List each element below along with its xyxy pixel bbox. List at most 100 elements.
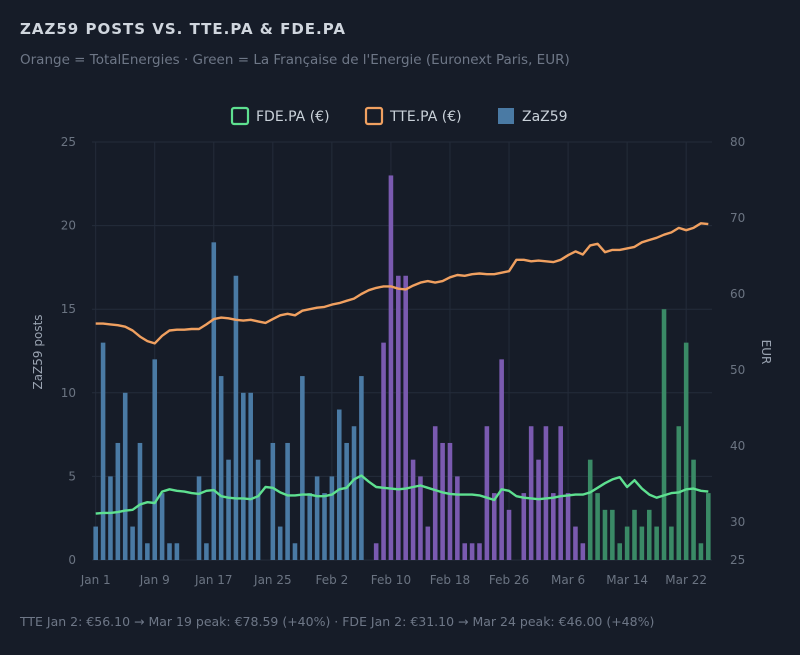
right-axis-tick-label: 60 xyxy=(730,287,745,301)
right-axis-tick-label: 80 xyxy=(730,135,745,149)
post-bar xyxy=(654,526,659,560)
legend-swatch-posts xyxy=(498,108,514,124)
post-bar xyxy=(211,242,217,560)
post-bar xyxy=(300,376,305,560)
post-bar xyxy=(410,459,416,560)
post-bar xyxy=(159,493,165,560)
post-bar xyxy=(322,493,327,560)
post-bar xyxy=(373,543,379,560)
legend[interactable]: FDE.PA (€) TTE.PA (€) ZaZ59 xyxy=(230,106,568,126)
post-bar xyxy=(396,275,401,560)
post-bar xyxy=(536,459,541,560)
left-axis-title: ZaZ59 posts xyxy=(31,314,45,389)
post-bar xyxy=(639,526,645,560)
post-bar xyxy=(226,459,231,560)
x-axis-ticks: Jan 1 Jan 9 Jan 17 Jan 25 Feb 2 Feb 10 Feb 18 F… xyxy=(80,573,707,587)
post-bar xyxy=(624,526,630,560)
post-bar xyxy=(93,526,98,560)
chart-title: ZAZ59 POSTS VS. TTE.PA & FDE.PA xyxy=(20,20,346,38)
post-bar xyxy=(130,526,135,560)
x-axis-tick-label: Feb 2 xyxy=(316,573,349,587)
post-bar xyxy=(418,476,423,560)
post-bar xyxy=(425,526,431,560)
right-axis-tick-label: 70 xyxy=(730,211,745,225)
post-bar xyxy=(521,493,527,560)
post-bar xyxy=(573,526,578,560)
left-axis-tick-label: 25 xyxy=(61,135,76,149)
post-bar xyxy=(595,493,600,560)
post-bar xyxy=(661,309,667,560)
left-axis-tick-label: 20 xyxy=(61,219,76,233)
post-bar xyxy=(233,275,239,560)
post-bar xyxy=(477,543,482,560)
post-bar xyxy=(432,426,438,560)
tte-series-line xyxy=(95,222,709,345)
x-axis-tick-label: Mar 22 xyxy=(665,573,707,587)
right-axis-tick-label: 25 xyxy=(730,553,745,567)
left-axis-tick-label: 0 xyxy=(68,553,76,567)
post-bar xyxy=(329,476,335,560)
post-bar xyxy=(359,376,364,560)
post-bar xyxy=(137,442,143,560)
post-bar xyxy=(351,426,357,560)
post-bar xyxy=(388,175,394,560)
post-bar xyxy=(108,476,113,560)
post-bar xyxy=(270,442,276,560)
post-bar xyxy=(617,543,623,560)
x-axis-tick-label: Jan 9 xyxy=(139,573,170,587)
post-bar xyxy=(336,409,342,560)
x-axis-tick-label: Jan 25 xyxy=(253,573,292,587)
post-bar xyxy=(403,275,408,560)
post-bar xyxy=(218,376,224,560)
post-bar xyxy=(698,543,704,560)
grid-lines xyxy=(92,141,712,561)
post-bar xyxy=(469,543,475,560)
post-bar xyxy=(447,442,453,560)
post-bar xyxy=(440,442,445,560)
right-axis-tick-label: 40 xyxy=(730,439,745,453)
x-axis-tick-label: Feb 26 xyxy=(489,573,529,587)
post-bar xyxy=(152,359,158,560)
x-axis-tick-label: Jan 17 xyxy=(194,573,233,587)
post-bar xyxy=(277,526,283,560)
legend-item-tte[interactable]: TTE.PA (€) xyxy=(364,106,462,126)
post-bar xyxy=(669,526,674,560)
post-bar xyxy=(241,392,246,560)
right-axis-tick-label: 50 xyxy=(730,363,745,377)
legend-item-posts[interactable]: ZaZ59 xyxy=(498,108,568,125)
left-axis-tick-label: 15 xyxy=(61,302,76,316)
legend-label-posts: ZaZ59 xyxy=(522,109,568,125)
post-bar xyxy=(706,493,711,560)
post-bar xyxy=(344,442,349,560)
right-axis-ticks: 25 30 40 50 60 70 80 xyxy=(730,135,745,567)
post-bar xyxy=(543,426,549,560)
post-bar xyxy=(248,392,253,560)
x-axis-tick-label: Mar 6 xyxy=(551,573,585,587)
legend-item-fde[interactable]: FDE.PA (€) xyxy=(230,106,330,126)
post-bar xyxy=(646,509,652,560)
right-axis-tick-label: 30 xyxy=(730,515,745,529)
post-bar xyxy=(145,543,150,560)
post-bar xyxy=(204,543,209,560)
post-bar xyxy=(691,459,696,560)
left-axis-tick-label: 5 xyxy=(68,469,76,483)
post-bar xyxy=(484,426,490,560)
post-bar xyxy=(528,426,534,560)
post-bar xyxy=(506,509,512,560)
legend-label-fde: FDE.PA (€) xyxy=(256,109,330,125)
post-bar xyxy=(167,543,172,560)
post-bar xyxy=(558,426,563,560)
x-axis-tick-label: Feb 10 xyxy=(371,573,411,587)
post-bar xyxy=(255,459,261,560)
post-bar xyxy=(292,543,298,560)
right-axis-title: EUR xyxy=(759,340,773,365)
post-bar xyxy=(381,342,386,560)
post-bar xyxy=(100,342,106,560)
post-bar xyxy=(499,359,504,560)
chart-subtitle: Orange = TotalEnergies · Green = La Fran… xyxy=(20,52,570,68)
summary-footer: TTE Jan 2: €56.10 → Mar 19 peak: €78.59 … xyxy=(20,614,655,629)
left-axis-tick-label: 10 xyxy=(61,386,76,400)
post-bar xyxy=(455,476,460,560)
post-bar xyxy=(551,493,556,560)
post-bar xyxy=(610,509,615,560)
